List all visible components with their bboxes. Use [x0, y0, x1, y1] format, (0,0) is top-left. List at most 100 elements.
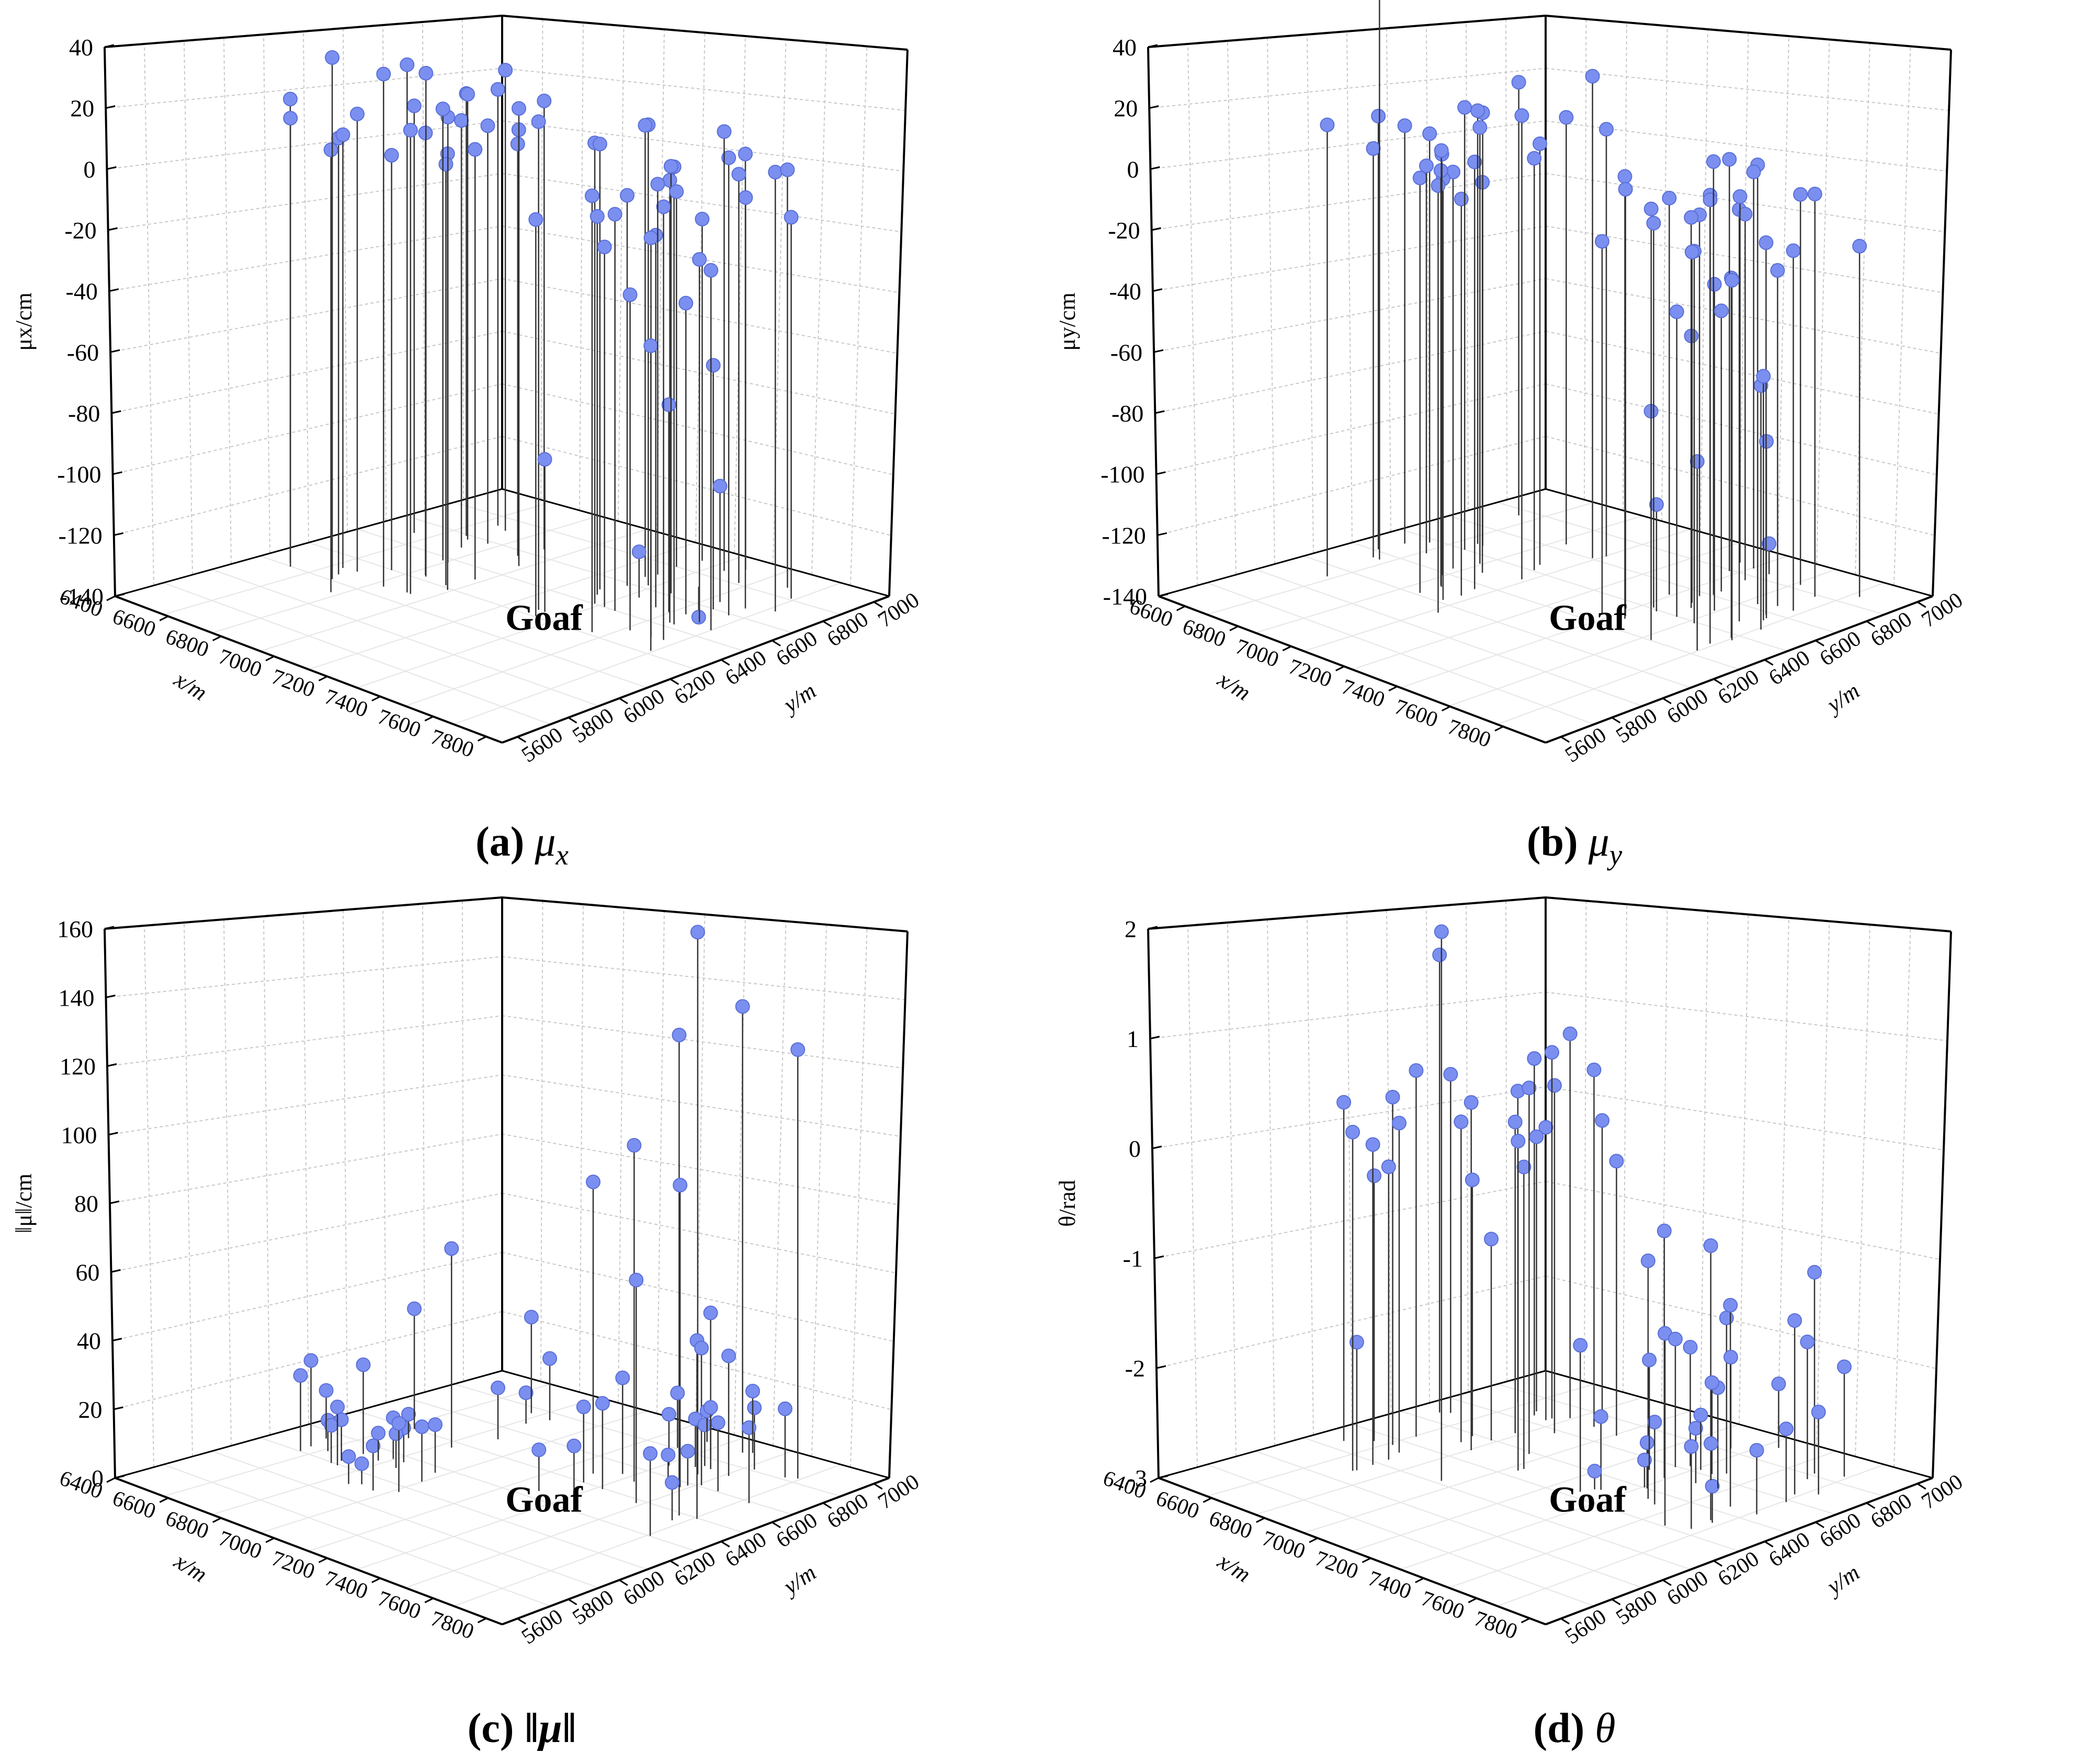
z-tick [111, 410, 121, 414]
gridline [1816, 39, 1830, 564]
z-tick [109, 288, 119, 292]
data-point [407, 1301, 422, 1316]
y-tick [873, 601, 883, 608]
y-tick [720, 659, 730, 666]
data-point [319, 1383, 334, 1398]
gridline [1623, 904, 1627, 1393]
caption-symbol: μ [535, 819, 556, 865]
x-axis-line [1158, 595, 1546, 744]
data-point [341, 1449, 356, 1464]
gridline [382, 25, 387, 521]
gridline [1816, 921, 1830, 1446]
data-point [622, 287, 638, 302]
data-series [282, 50, 799, 651]
data-point [282, 92, 298, 107]
data-point [1507, 1114, 1523, 1130]
y-axis-line [502, 595, 890, 744]
z-tick [1148, 44, 1158, 48]
gridline [540, 19, 543, 500]
gridline [502, 436, 892, 536]
gridline [263, 34, 270, 554]
data-point [703, 1305, 718, 1321]
data-point [1703, 1238, 1718, 1253]
box-edge-top-left [1148, 896, 1546, 930]
gridline [107, 120, 503, 170]
data-point [491, 1380, 506, 1395]
z-tick-label: 20 [1114, 95, 1138, 122]
z-tick-label: -80 [1111, 400, 1143, 427]
floor-gridline [453, 1464, 841, 1607]
x-tick [371, 1577, 381, 1584]
data-point [1756, 369, 1771, 384]
data-point [391, 1416, 406, 1431]
gridline [1150, 992, 1546, 1039]
data-point [1807, 186, 1822, 201]
data-point [586, 1174, 601, 1189]
y-tick [772, 640, 781, 647]
z-tick-label: -3 [1127, 1465, 1147, 1492]
data-series [1336, 924, 1852, 1529]
data-point [1484, 1232, 1499, 1247]
data-point [1527, 151, 1542, 166]
data-point [592, 136, 607, 152]
data-point [1511, 1133, 1526, 1148]
data-point [694, 1340, 709, 1356]
y-tick-label: 6400 [1765, 646, 1814, 690]
data-point [650, 177, 665, 192]
gridline [107, 1015, 503, 1067]
data-point [1365, 1137, 1380, 1152]
z-tick-label: 40 [69, 34, 93, 61]
gridline [1855, 924, 1870, 1457]
data-point [1704, 1375, 1719, 1390]
data-point [528, 212, 543, 227]
data-point [1349, 1335, 1364, 1350]
data-point [1434, 924, 1449, 939]
y-tick [568, 716, 577, 724]
y-tick-label: 6600 [1816, 1508, 1865, 1553]
gridline [502, 67, 906, 111]
x-tick [212, 635, 222, 642]
y-tick [1560, 1618, 1570, 1625]
data-point [1366, 141, 1381, 156]
data-point [661, 1447, 676, 1462]
gridline [579, 22, 584, 511]
gridline [422, 21, 425, 511]
floor-gridline [1497, 582, 1885, 725]
gridline [1893, 928, 1911, 1467]
y-tick-label: 6200 [1714, 1547, 1763, 1591]
data-point [1533, 136, 1548, 151]
x-axis-line [115, 595, 503, 744]
y-tick [619, 1579, 628, 1586]
chart-panel-a: 40 20 0 -20 -40 -60 -80 -100 -120 -140 μx/cm 640066… [11, 15, 924, 767]
data-point [498, 63, 513, 78]
gridline [811, 42, 827, 575]
x-tick [1521, 1618, 1530, 1623]
gridline [223, 37, 232, 564]
y-tick-label: 6400 [721, 1528, 771, 1572]
data-point [1593, 1409, 1608, 1424]
data-point [1412, 170, 1427, 186]
data-point [537, 452, 552, 467]
z-tick-label: 20 [70, 95, 94, 122]
data-point [418, 65, 434, 81]
data-point [428, 1417, 443, 1432]
goaf-annotation: Goaf [1549, 1480, 1626, 1520]
data-point [669, 184, 684, 199]
y-tick [822, 1502, 832, 1509]
x-tick [1415, 1577, 1424, 1584]
data-point [768, 165, 783, 180]
data-point [692, 252, 707, 267]
z-tick-label: 20 [78, 1396, 103, 1423]
floor-gridline [1497, 1464, 1885, 1607]
gridline [1227, 40, 1237, 575]
data-point [643, 338, 659, 354]
gridline [1187, 925, 1198, 1467]
x-tick [1309, 1537, 1318, 1543]
data-point [643, 230, 659, 245]
caption-label: (c) [467, 1705, 514, 1751]
data-point [349, 107, 365, 122]
data-point [745, 1383, 761, 1398]
z-tick-label: -140 [1103, 583, 1147, 610]
y-tick-label: 5600 [517, 1604, 567, 1649]
z-axis-label: μy/cm [1054, 292, 1080, 351]
